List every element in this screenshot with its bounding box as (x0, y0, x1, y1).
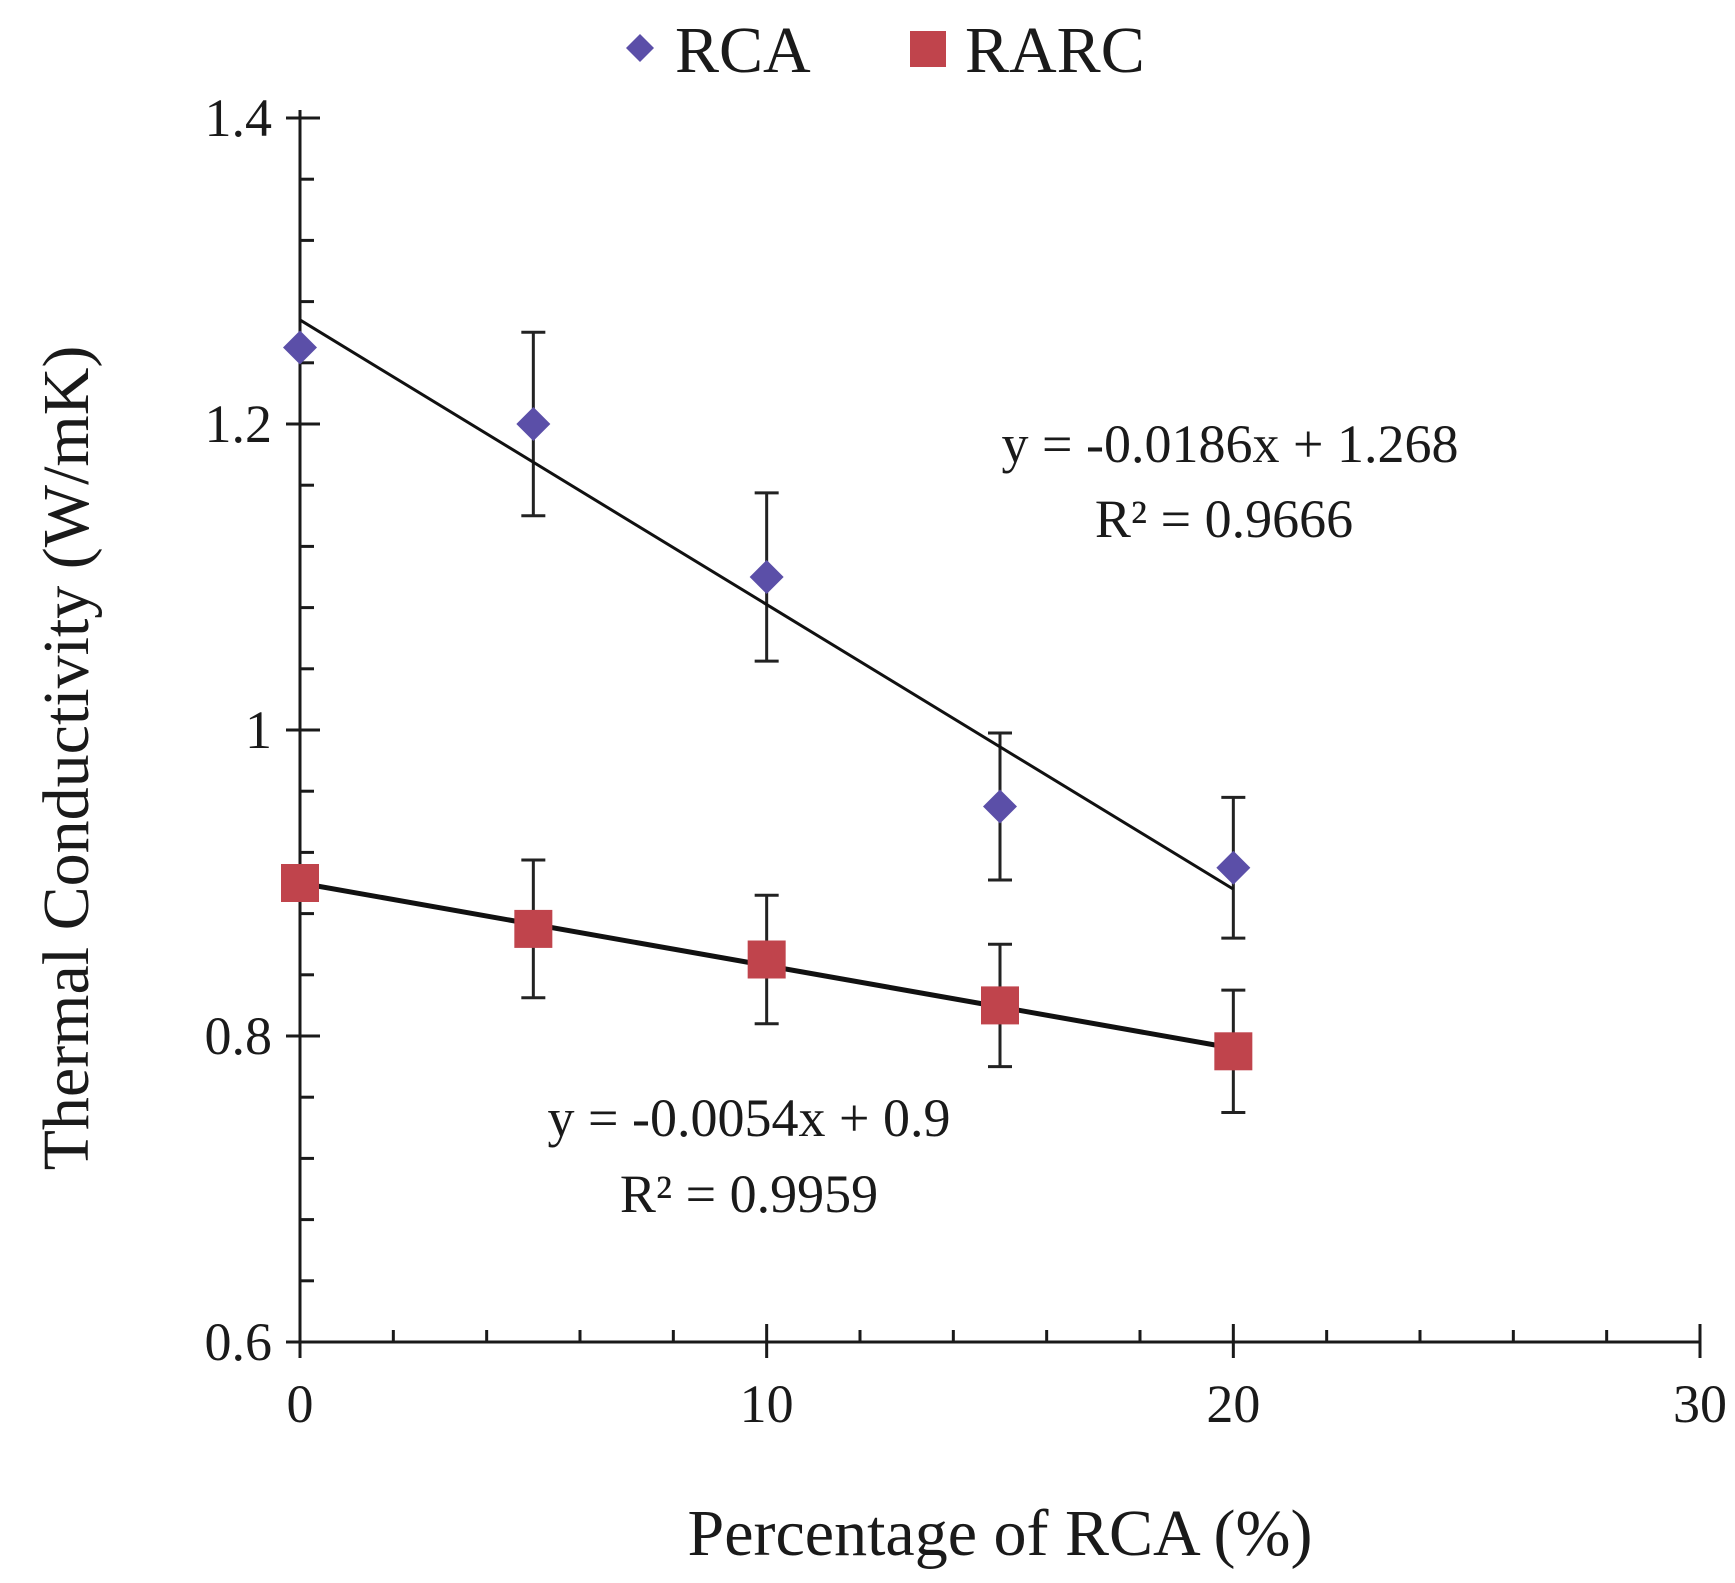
rca-data-point (749, 560, 784, 594)
x-tick-label: 20 (1206, 1374, 1260, 1434)
x-axis-title: Percentage of RCA (%) (688, 1497, 1313, 1570)
legend: RCA RARC (626, 14, 1145, 87)
legend-label-rca: RCA (675, 14, 811, 87)
rarc-trendline-r2: R² = 0.9959 (620, 1164, 878, 1224)
x-tick-label: 0 (287, 1374, 314, 1434)
y-tick-label: 1.2 (205, 394, 273, 454)
y-tick-label: 0.8 (205, 1006, 273, 1066)
x-tick-label: 30 (1673, 1374, 1727, 1434)
y-tick-label: 0.6 (205, 1312, 273, 1372)
y-axis-title: Thermal Conductivity (W/mK) (30, 346, 103, 1171)
rca-data-point (983, 789, 1017, 824)
rarc-trendline-equation: y = -0.0054x + 0.9 (548, 1088, 951, 1148)
error-bars (521, 330, 1246, 1114)
rca-trendline-r2: R² = 0.9666 (1095, 489, 1353, 549)
rca-trendline (299, 318, 1235, 891)
rca-trendline-equation: y = -0.0186x + 1.268 (1002, 414, 1459, 474)
legend-marker-rarc (910, 31, 946, 67)
axis-ticks: 0.6 0.8 1 1.2 1.4 0 10 20 30 (205, 88, 1728, 1434)
rca-data-point (283, 330, 317, 365)
rarc-data-point (747, 940, 786, 979)
rarc-data-point (514, 909, 553, 948)
rarc-data-point (1214, 1032, 1253, 1071)
legend-label-rarc: RARC (965, 14, 1145, 87)
y-tick-label: 1.4 (205, 88, 273, 148)
rarc-data-point (981, 986, 1019, 1025)
rca-data-point (516, 407, 551, 441)
y-tick-label: 1 (245, 700, 272, 760)
x-tick-label: 10 (740, 1374, 794, 1434)
rarc-data-point (281, 864, 319, 902)
data-markers (281, 330, 1253, 1071)
legend-marker-rca (626, 34, 654, 62)
rca-data-point (1216, 850, 1251, 885)
